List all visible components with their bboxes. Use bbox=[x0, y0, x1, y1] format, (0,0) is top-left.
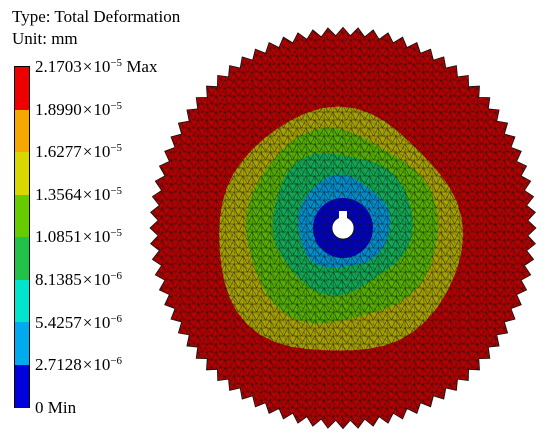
legend-color-swatch bbox=[15, 237, 29, 280]
gear-disc bbox=[149, 26, 537, 430]
legend-color-swatch bbox=[15, 109, 29, 153]
legend-value-label: 2.1703×10−5 Max bbox=[35, 57, 158, 76]
result-header: Type: Total Deformation Unit: mm bbox=[12, 6, 180, 50]
legend-value-label: 1.6277×10−5 bbox=[35, 142, 123, 162]
legend-value-label: 0 Min bbox=[35, 397, 77, 417]
result-type-label: Type: Total Deformation bbox=[12, 7, 181, 26]
legend-color-swatch bbox=[15, 194, 29, 238]
legend-color-swatch bbox=[15, 364, 29, 408]
result-unit-label: Unit: mm bbox=[12, 29, 78, 48]
legend-value-label: 5.4257×10−6 bbox=[35, 312, 123, 332]
legend-value-label: 1.0851×10−5 bbox=[35, 227, 123, 247]
legend-color-swatch bbox=[15, 152, 29, 195]
legend-value-label: 2.7128×10−6 bbox=[35, 355, 123, 375]
keyway-slot bbox=[339, 211, 347, 219]
center-bore bbox=[331, 216, 355, 240]
legend-value-label: 1.8990×10−5 bbox=[35, 99, 123, 119]
legend-value-label: 8.1385×10−6 bbox=[35, 270, 123, 289]
legend-color-swatch bbox=[15, 279, 29, 323]
legend-value-label: 1.3564×10−5 bbox=[35, 184, 123, 204]
color-legend-bar bbox=[14, 66, 30, 408]
legend-color-swatch bbox=[15, 67, 29, 110]
legend-color-swatch bbox=[15, 322, 29, 365]
